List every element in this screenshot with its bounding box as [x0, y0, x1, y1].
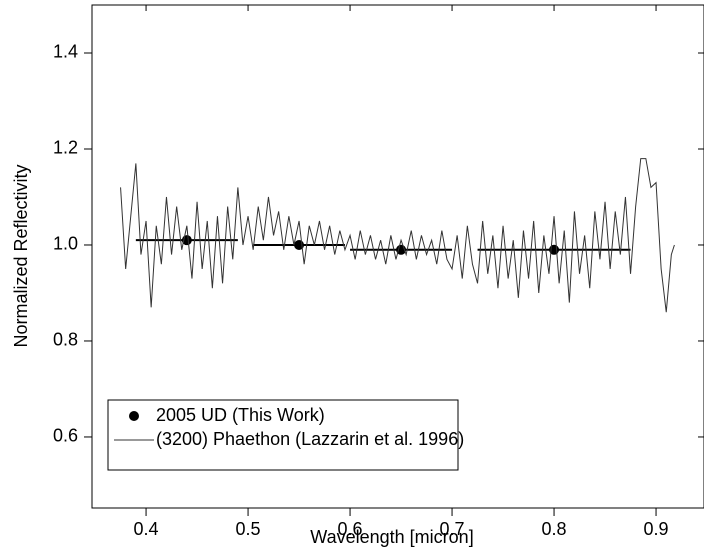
x-tick-label: 0.7 [440, 519, 465, 539]
y-tick-label: 1.4 [53, 42, 78, 62]
legend-marker [129, 411, 139, 421]
x-tick-label: 0.8 [542, 519, 567, 539]
y-tick-label: 0.8 [53, 330, 78, 350]
legend-label: (3200) Phaethon (Lazzarin et al. 1996) [156, 429, 464, 449]
x-tick-label: 0.9 [644, 519, 669, 539]
spectrum-line [120, 158, 675, 313]
legend-box [107, 399, 459, 471]
x-axis-label: Wavelength [micron] [310, 527, 473, 547]
plot-frame [91, 4, 704, 509]
y-tick-label: 0.6 [53, 426, 78, 446]
x-tick-label: 0.5 [236, 519, 261, 539]
x-tick-label: 0.6 [338, 519, 363, 539]
y-tick-label: 1.0 [53, 234, 78, 254]
x-tick-label: 0.4 [134, 519, 159, 539]
y-tick-label: 1.2 [53, 138, 78, 158]
y-axis-label: Normalized Reflectivity [11, 164, 31, 347]
legend-label: 2005 UD (This Work) [156, 405, 325, 425]
